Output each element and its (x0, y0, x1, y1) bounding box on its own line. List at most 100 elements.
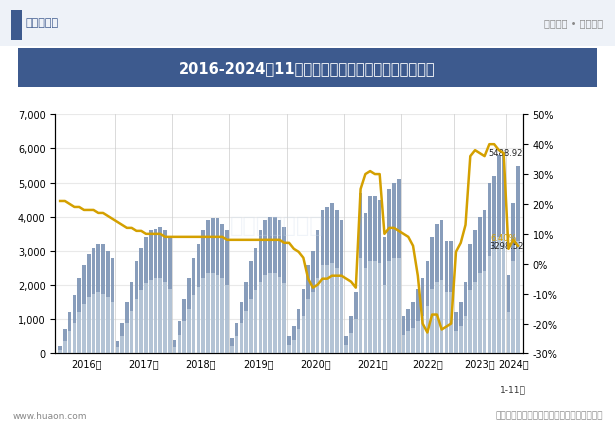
Bar (282, 227, 286, 354)
Bar (359, 193, 362, 354)
Text: 华经情报网: 华经情报网 (26, 18, 59, 29)
Bar (273, 273, 277, 354)
Bar (349, 333, 353, 354)
Bar (240, 323, 243, 354)
Bar (168, 238, 172, 354)
Bar (469, 245, 472, 354)
Bar (197, 245, 200, 354)
Bar (426, 306, 429, 354)
Bar (512, 262, 515, 354)
Bar (125, 323, 129, 354)
Bar (259, 282, 262, 354)
Bar (373, 262, 376, 354)
Bar (135, 262, 138, 354)
Bar (397, 258, 400, 354)
Text: 华经产业研究院: 华经产业研究院 (230, 216, 323, 236)
Bar (392, 183, 396, 354)
Bar (73, 323, 76, 354)
Bar (459, 326, 462, 354)
Text: 5488.92: 5488.92 (489, 149, 523, 158)
Bar (287, 345, 291, 354)
Bar (97, 245, 100, 354)
Bar (201, 231, 205, 354)
Bar (149, 280, 153, 354)
Bar (363, 268, 367, 354)
Bar (92, 294, 95, 354)
Bar (430, 289, 434, 354)
Bar (77, 279, 81, 354)
Bar (216, 275, 220, 354)
Bar (82, 304, 85, 354)
Bar (116, 342, 119, 354)
Bar (311, 292, 315, 354)
Bar (383, 285, 386, 354)
Bar (502, 234, 506, 354)
Bar (507, 313, 510, 354)
Bar (459, 302, 462, 354)
Bar (92, 248, 95, 354)
Bar (225, 231, 229, 354)
Text: 数据来源：国家统计局，华经产业研究院整理: 数据来源：国家统计局，华经产业研究院整理 (495, 411, 603, 420)
Bar (178, 335, 181, 354)
Bar (97, 292, 100, 354)
Bar (168, 289, 172, 354)
Bar (130, 282, 133, 354)
Bar (249, 299, 253, 354)
Bar (111, 258, 114, 354)
Bar (211, 273, 215, 354)
Bar (483, 272, 486, 354)
Bar (464, 282, 467, 354)
Bar (325, 207, 329, 354)
Text: www.huaon.com: www.huaon.com (12, 411, 87, 420)
Bar (182, 299, 186, 354)
Bar (197, 287, 200, 354)
Bar (287, 337, 291, 354)
Bar (344, 345, 348, 354)
Bar (445, 292, 448, 354)
Bar (316, 231, 319, 354)
Bar (316, 279, 319, 354)
Bar (311, 251, 315, 354)
Bar (149, 231, 153, 354)
Bar (140, 291, 143, 354)
Bar (73, 296, 76, 354)
Bar (263, 221, 267, 354)
Bar (378, 263, 381, 354)
Bar (383, 238, 386, 354)
Bar (301, 289, 305, 354)
Bar (68, 331, 71, 354)
Bar (407, 331, 410, 354)
Bar (397, 180, 400, 354)
Bar (402, 335, 405, 354)
Bar (82, 265, 85, 354)
Bar (464, 316, 467, 354)
Bar (411, 302, 415, 354)
Bar (268, 217, 272, 354)
Bar (187, 279, 191, 354)
Bar (349, 316, 353, 354)
Bar (306, 265, 310, 354)
Bar (68, 313, 71, 354)
Bar (450, 292, 453, 354)
Text: 专业严谨 • 客观科学: 专业严谨 • 客观科学 (544, 18, 603, 29)
Bar (497, 156, 501, 354)
Bar (454, 331, 458, 354)
Bar (507, 275, 510, 354)
Bar (201, 279, 205, 354)
Bar (235, 323, 239, 354)
Bar (178, 321, 181, 354)
Bar (244, 282, 248, 354)
Bar (416, 289, 419, 354)
Bar (63, 342, 66, 354)
Bar (87, 297, 90, 354)
Bar (325, 265, 329, 354)
Bar (263, 275, 267, 354)
Bar (221, 224, 224, 354)
Bar (330, 263, 334, 354)
Bar (306, 299, 310, 354)
Bar (58, 346, 62, 354)
Bar (320, 265, 324, 354)
Bar (159, 227, 162, 354)
Bar (387, 262, 391, 354)
Bar (445, 241, 448, 354)
